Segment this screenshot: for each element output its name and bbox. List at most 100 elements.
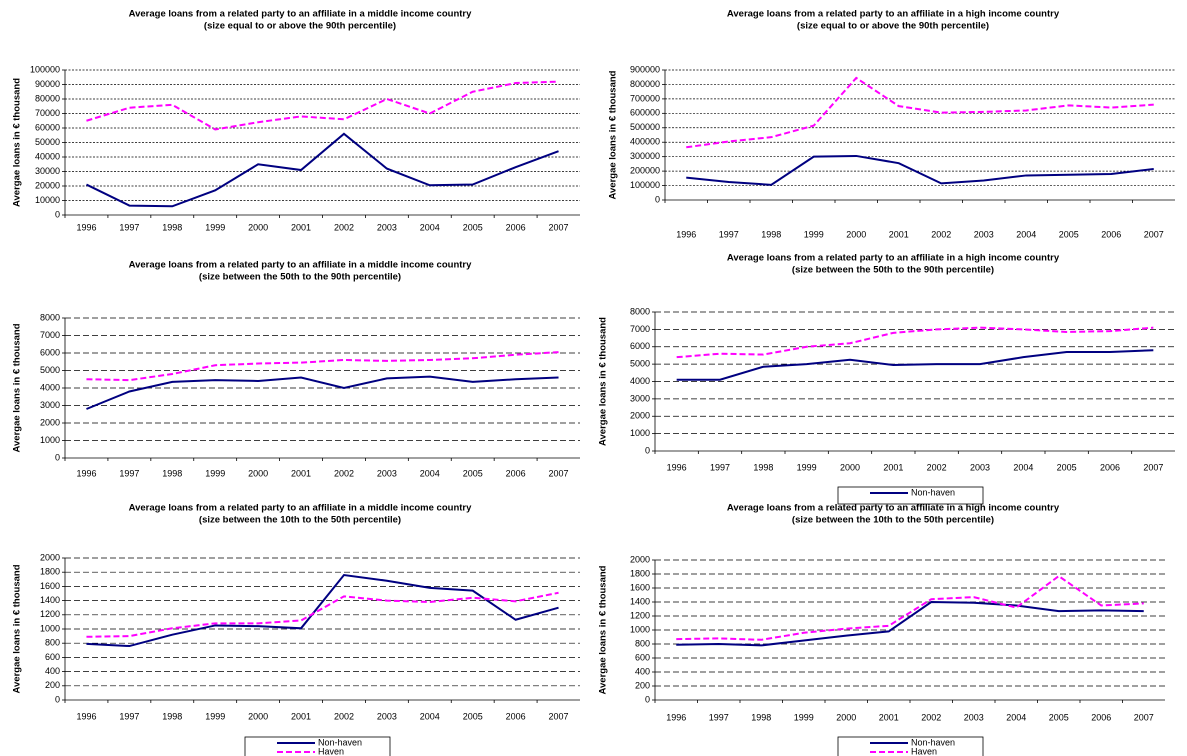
y-tick-label: 60000 <box>35 122 60 132</box>
x-tick-label: 2000 <box>248 222 268 232</box>
x-tick-label: 2006 <box>1101 229 1121 239</box>
chart-title: Average loans from a related party to an… <box>129 9 473 20</box>
x-tick-label: 2007 <box>1143 462 1163 472</box>
x-tick-label: 2002 <box>927 462 947 472</box>
x-tick-label: 1996 <box>667 462 687 472</box>
y-tick-label: 80000 <box>35 93 60 103</box>
x-tick-label: 2004 <box>1006 712 1026 722</box>
x-tick-label: 1999 <box>794 712 814 722</box>
y-tick-label: 3000 <box>630 393 650 403</box>
y-tick-label: 8000 <box>40 312 60 322</box>
y-axis-label: Avergae loans in € thousand <box>608 70 619 199</box>
x-tick-label: 2003 <box>377 468 397 478</box>
y-tick-label: 1600 <box>40 581 60 591</box>
series-line <box>676 574 1144 641</box>
y-tick-label: 900000 <box>630 64 660 74</box>
x-tick-label: 2003 <box>964 712 984 722</box>
y-tick-label: 1200 <box>40 609 60 619</box>
x-tick-label: 2006 <box>506 222 526 232</box>
series-line <box>686 154 1154 186</box>
y-tick-label: 50000 <box>35 137 60 147</box>
x-tick-label: 1999 <box>797 462 817 472</box>
x-tick-label: 1999 <box>804 229 824 239</box>
x-tick-label: 1997 <box>119 711 139 721</box>
x-tick-label: 2003 <box>974 229 994 239</box>
x-tick-label: 2005 <box>463 711 483 721</box>
series-line <box>86 375 559 410</box>
y-tick-label: 30000 <box>35 166 60 176</box>
x-tick-label: 2001 <box>291 711 311 721</box>
y-tick-label: 0 <box>645 694 650 704</box>
chart-subtitle: (size between the 50th to the 90th perce… <box>792 265 994 276</box>
y-axis-label: Avergae loans in € thousand <box>598 565 609 694</box>
x-tick-label: 1999 <box>205 468 225 478</box>
x-tick-label: 1999 <box>205 222 225 232</box>
y-tick-label: 7000 <box>40 330 60 340</box>
x-tick-label: 2000 <box>836 712 856 722</box>
y-tick-label: 100000 <box>630 180 660 190</box>
x-tick-label: 2006 <box>1100 462 1120 472</box>
x-tick-label: 1996 <box>76 222 96 232</box>
y-tick-label: 1000 <box>40 435 60 445</box>
y-tick-label: 200000 <box>630 165 660 175</box>
x-tick-label: 2006 <box>1091 712 1111 722</box>
y-tick-label: 600 <box>635 652 650 662</box>
x-tick-label: 2004 <box>420 222 440 232</box>
chart-subtitle: (size equal to or above the 90th percent… <box>797 21 989 32</box>
y-tick-label: 20000 <box>35 180 60 190</box>
y-tick-label: 1400 <box>630 596 650 606</box>
y-axis-label: Avergae loans in € thousand <box>598 317 609 446</box>
x-tick-label: 1999 <box>205 711 225 721</box>
x-tick-label: 2006 <box>506 711 526 721</box>
y-tick-label: 800000 <box>630 79 660 89</box>
x-tick-label: 2002 <box>334 711 354 721</box>
y-tick-label: 3000 <box>40 400 60 410</box>
x-tick-label: 2001 <box>879 712 899 722</box>
x-tick-label: 2004 <box>420 468 440 478</box>
x-tick-label: 2007 <box>549 222 569 232</box>
x-tick-label: 1996 <box>676 229 696 239</box>
x-tick-label: 1996 <box>76 711 96 721</box>
y-tick-label: 10000 <box>35 195 60 205</box>
x-tick-label: 2002 <box>921 712 941 722</box>
x-tick-label: 2000 <box>248 711 268 721</box>
legend-box <box>837 486 984 505</box>
x-tick-label: 2004 <box>1013 462 1033 472</box>
chart-panel: Average loans from a related party to an… <box>598 253 1175 505</box>
x-tick-label: 2001 <box>883 462 903 472</box>
y-tick-label: 200 <box>635 680 650 690</box>
y-tick-label: 0 <box>655 194 660 204</box>
series-line <box>676 349 1154 381</box>
x-tick-label: 2007 <box>1134 712 1154 722</box>
y-tick-label: 1400 <box>40 595 60 605</box>
x-tick-label: 2001 <box>291 222 311 232</box>
chart-panel: Average loans from a related party to an… <box>12 260 580 478</box>
y-tick-label: 0 <box>55 209 60 219</box>
y-tick-label: 600 <box>45 652 60 662</box>
chart-subtitle: (size equal to or above the 90th percent… <box>204 21 396 32</box>
x-tick-label: 2002 <box>931 229 951 239</box>
series-line <box>86 591 559 638</box>
y-tick-label: 1000 <box>40 623 60 633</box>
x-tick-label: 1998 <box>751 712 771 722</box>
chart-subtitle: (size between the 50th to the 90th perce… <box>199 272 401 283</box>
x-tick-label: 1997 <box>119 222 139 232</box>
x-tick-label: 2005 <box>1059 229 1079 239</box>
y-tick-label: 600000 <box>630 108 660 118</box>
y-tick-label: 0 <box>55 452 60 462</box>
chart-title: Average loans from a related party to an… <box>727 503 1060 514</box>
x-tick-label: 1996 <box>666 712 686 722</box>
y-tick-label: 8000 <box>630 306 650 316</box>
x-tick-label: 1997 <box>119 468 139 478</box>
series-line <box>86 573 559 648</box>
y-tick-label: 400 <box>45 666 60 676</box>
y-tick-label: 90000 <box>35 79 60 89</box>
y-tick-label: 400000 <box>630 137 660 147</box>
chart-panel: Average loans from a related party to an… <box>12 9 580 232</box>
series-line <box>86 80 559 131</box>
x-tick-label: 2002 <box>334 468 354 478</box>
y-tick-label: 0 <box>55 694 60 704</box>
x-tick-label: 1997 <box>709 712 729 722</box>
series-line <box>676 326 1154 359</box>
